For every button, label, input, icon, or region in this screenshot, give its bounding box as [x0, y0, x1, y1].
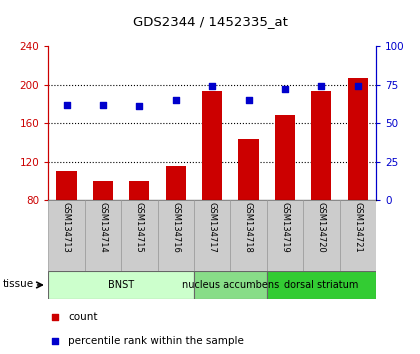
Text: dorsal striatum: dorsal striatum — [284, 280, 359, 290]
Text: nucleus accumbens: nucleus accumbens — [182, 280, 279, 290]
Point — [318, 83, 325, 89]
Bar — [339, 200, 376, 271]
Bar — [93, 181, 113, 200]
Bar — [48, 272, 194, 298]
Text: GSM134713: GSM134713 — [62, 202, 71, 253]
Text: GSM134721: GSM134721 — [353, 202, 362, 253]
Text: percentile rank within the sample: percentile rank within the sample — [68, 336, 244, 346]
Text: tissue: tissue — [3, 279, 34, 289]
Bar — [348, 78, 368, 200]
Text: GSM134717: GSM134717 — [207, 202, 217, 253]
Point — [245, 97, 252, 103]
Text: GSM134716: GSM134716 — [171, 202, 180, 253]
Bar — [48, 200, 85, 271]
Bar — [194, 200, 230, 271]
Bar — [303, 200, 339, 271]
Text: GSM134718: GSM134718 — [244, 202, 253, 253]
Bar — [194, 272, 267, 298]
Text: GSM134720: GSM134720 — [317, 202, 326, 253]
Text: GSM134714: GSM134714 — [98, 202, 108, 253]
Point — [100, 102, 106, 107]
Bar — [267, 272, 376, 298]
Point — [63, 102, 70, 107]
Bar — [85, 200, 121, 271]
Bar — [121, 200, 158, 271]
Point — [136, 103, 143, 109]
Bar — [57, 171, 76, 200]
Point — [354, 83, 361, 89]
Text: GDS2344 / 1452335_at: GDS2344 / 1452335_at — [133, 15, 287, 28]
Bar — [129, 181, 150, 200]
Point — [52, 338, 58, 344]
Bar — [158, 200, 194, 271]
Bar — [275, 115, 295, 200]
Bar — [267, 200, 303, 271]
Text: GSM134719: GSM134719 — [281, 202, 289, 253]
Text: GSM134715: GSM134715 — [135, 202, 144, 253]
Bar — [239, 139, 259, 200]
Bar — [202, 91, 222, 200]
Point — [281, 86, 288, 92]
Bar — [311, 91, 331, 200]
Point — [209, 83, 215, 89]
Text: BNST: BNST — [108, 280, 134, 290]
Bar — [230, 200, 267, 271]
Point — [52, 314, 58, 320]
Bar — [165, 166, 186, 200]
Text: count: count — [68, 312, 97, 322]
Point — [172, 97, 179, 103]
